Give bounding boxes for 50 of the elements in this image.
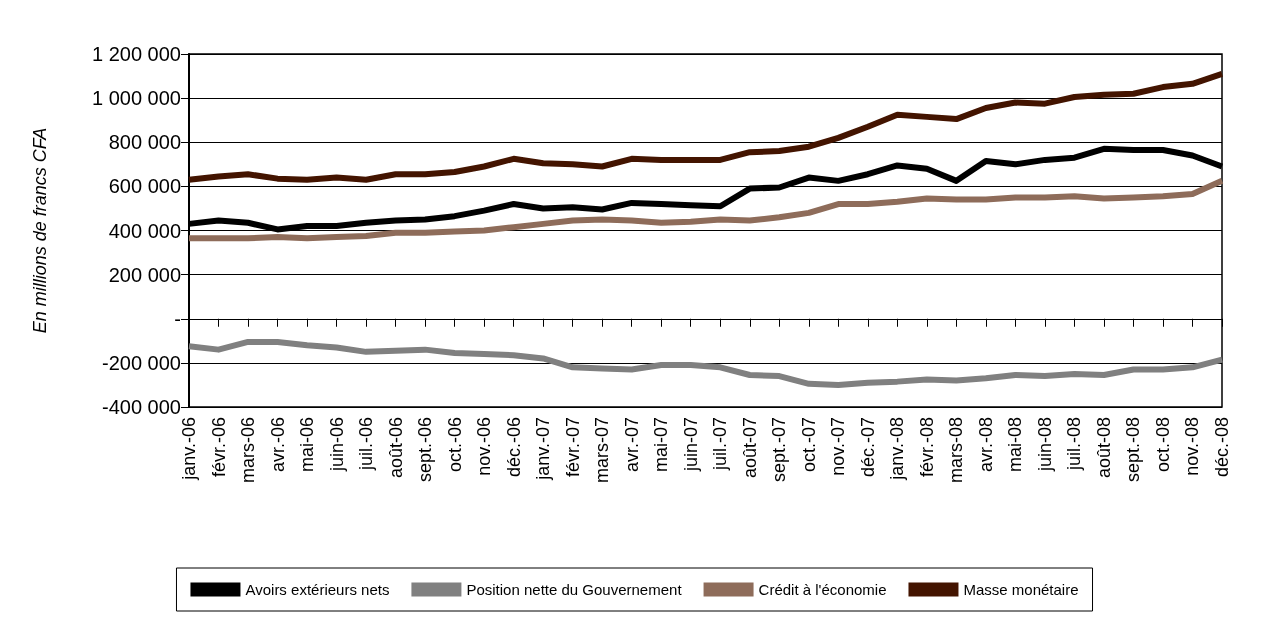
legend-label: Position nette du Gouvernement — [466, 581, 683, 598]
x-tick-label: mars-06 — [238, 417, 259, 484]
y-tick-label: 1 200 000 — [92, 43, 181, 65]
x-tick-label: déc.-06 — [503, 417, 524, 478]
x-tick-label: févr.-08 — [916, 417, 937, 478]
x-tick-label: juil.-08 — [1064, 417, 1085, 472]
y-axis-title: En millions de francs CFA — [30, 127, 50, 334]
x-tick-label: juin-06 — [326, 417, 347, 473]
x-tick-label: déc.-07 — [857, 417, 878, 478]
x-tick-label: mars-07 — [592, 417, 613, 484]
x-tick-label: févr.-07 — [562, 417, 583, 478]
x-tick-label: nov.-08 — [1182, 417, 1203, 476]
y-tick-label: 1 000 000 — [92, 87, 181, 110]
y-tick-label: 800 000 — [108, 131, 181, 154]
legend-label: Crédit à l'économie — [758, 581, 887, 598]
x-tick-label: sept.-06 — [415, 417, 436, 483]
x-tick-label: sept.-07 — [769, 417, 790, 483]
x-tick-label: mai-06 — [297, 417, 318, 473]
x-tick-label: oct.-08 — [1152, 417, 1173, 473]
x-tick-label: nov.-07 — [828, 417, 849, 476]
x-tick-label: avr.-08 — [975, 417, 996, 473]
x-tick-label: janv.-07 — [533, 417, 554, 481]
x-tick-label: déc.-08 — [1212, 417, 1232, 478]
x-tick-label: août-06 — [385, 417, 406, 479]
y-tick-label: -200 000 — [102, 351, 181, 374]
y-tick-label: 200 000 — [108, 263, 181, 286]
x-tick-label: janv.-08 — [887, 417, 908, 481]
x-tick-label: juil.-06 — [356, 417, 377, 472]
x-tick-label: avr.-06 — [267, 417, 288, 473]
x-tick-label: sept.-08 — [1123, 417, 1144, 483]
x-tick-label: janv.-06 — [179, 417, 199, 481]
x-tick-label: mai-08 — [1005, 417, 1026, 473]
x-tick-label: août-08 — [1093, 417, 1114, 479]
x-tick-label: juin-08 — [1034, 417, 1055, 473]
x-tick-label: févr.-06 — [208, 417, 229, 478]
x-tick-label: avr.-07 — [621, 417, 642, 473]
x-tick-label: mars-08 — [946, 417, 967, 484]
x-tick-label: oct.-06 — [444, 417, 465, 473]
x-tick-label: oct.-07 — [798, 417, 819, 473]
x-tick-label: août-07 — [739, 417, 760, 479]
x-tick-label: nov.-06 — [474, 417, 495, 476]
x-tick-label: mai-07 — [651, 417, 672, 473]
legend-label: Masse monétaire — [963, 581, 1079, 598]
y-tick-label: 600 000 — [108, 175, 181, 198]
legend-label: Avoirs extérieurs nets — [245, 581, 390, 598]
y-tick-label: - — [174, 307, 181, 330]
y-tick-label: 400 000 — [108, 219, 181, 242]
x-tick-label: juin-07 — [680, 417, 701, 473]
y-tick-label: -400 000 — [102, 396, 181, 418]
x-tick-label: juil.-07 — [710, 417, 731, 472]
